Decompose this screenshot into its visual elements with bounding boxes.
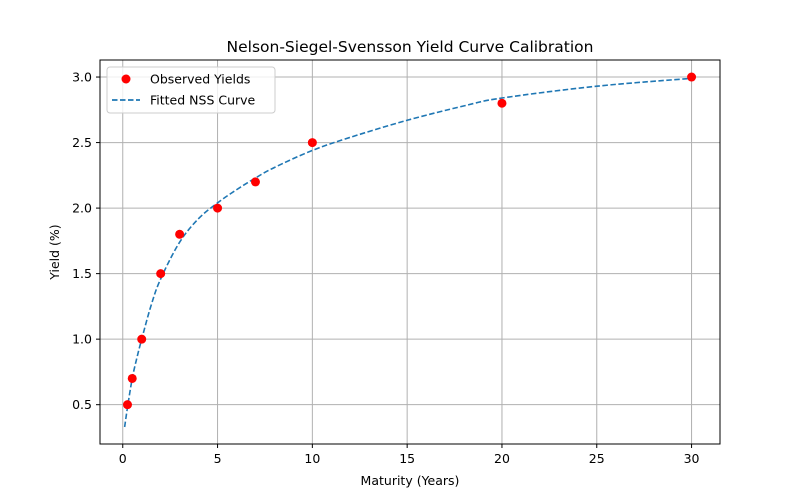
y-tick-label: 1.5 <box>72 266 92 281</box>
x-tick-label: 25 <box>589 451 605 466</box>
observed-yield-point <box>307 138 317 148</box>
legend-label-observed: Observed Yields <box>150 72 250 87</box>
observed-yield-point <box>175 229 185 239</box>
fitted-curve-layer <box>123 77 692 428</box>
x-tick-label: 0 <box>119 451 127 466</box>
observed-points-layer <box>122 72 697 410</box>
y-tick-label: 3.0 <box>72 70 92 85</box>
chart-title: Nelson-Siegel-Svensson Yield Curve Calib… <box>227 38 594 56</box>
grid <box>100 60 720 444</box>
axis-ticks: 0 5 10 15 20 25 30 0.5 1.0 1.5 2.0 2.5 3.0 <box>72 70 699 466</box>
legend-marker-observed <box>121 74 131 84</box>
x-tick-label: 10 <box>304 451 320 466</box>
observed-yield-point <box>213 203 223 213</box>
legend: Observed Yields Fitted NSS Curve <box>106 66 276 114</box>
x-tick-label: 15 <box>399 451 415 466</box>
observed-yield-point <box>497 98 507 108</box>
observed-yield-point <box>137 334 147 344</box>
observed-yield-point <box>687 72 697 82</box>
y-axis-label: Yield (%) <box>47 224 62 280</box>
x-tick-label: 5 <box>214 451 222 466</box>
legend-label-fitted: Fitted NSS Curve <box>150 93 256 108</box>
x-tick-label: 20 <box>494 451 510 466</box>
y-tick-label: 1.0 <box>72 332 92 347</box>
fitted-nss-curve <box>123 77 692 428</box>
y-tick-label: 2.5 <box>72 135 92 150</box>
observed-yield-point <box>250 177 260 187</box>
observed-yield-point <box>122 400 132 410</box>
plot-frame <box>99 59 721 445</box>
legend-box <box>106 66 276 114</box>
x-tick-label: 30 <box>684 451 700 466</box>
y-tick-label: 0.5 <box>72 397 92 412</box>
x-axis-label: Maturity (Years) <box>361 473 460 488</box>
observed-yield-point <box>156 269 166 279</box>
observed-yield-point <box>127 373 137 383</box>
y-tick-label: 2.0 <box>72 201 92 216</box>
